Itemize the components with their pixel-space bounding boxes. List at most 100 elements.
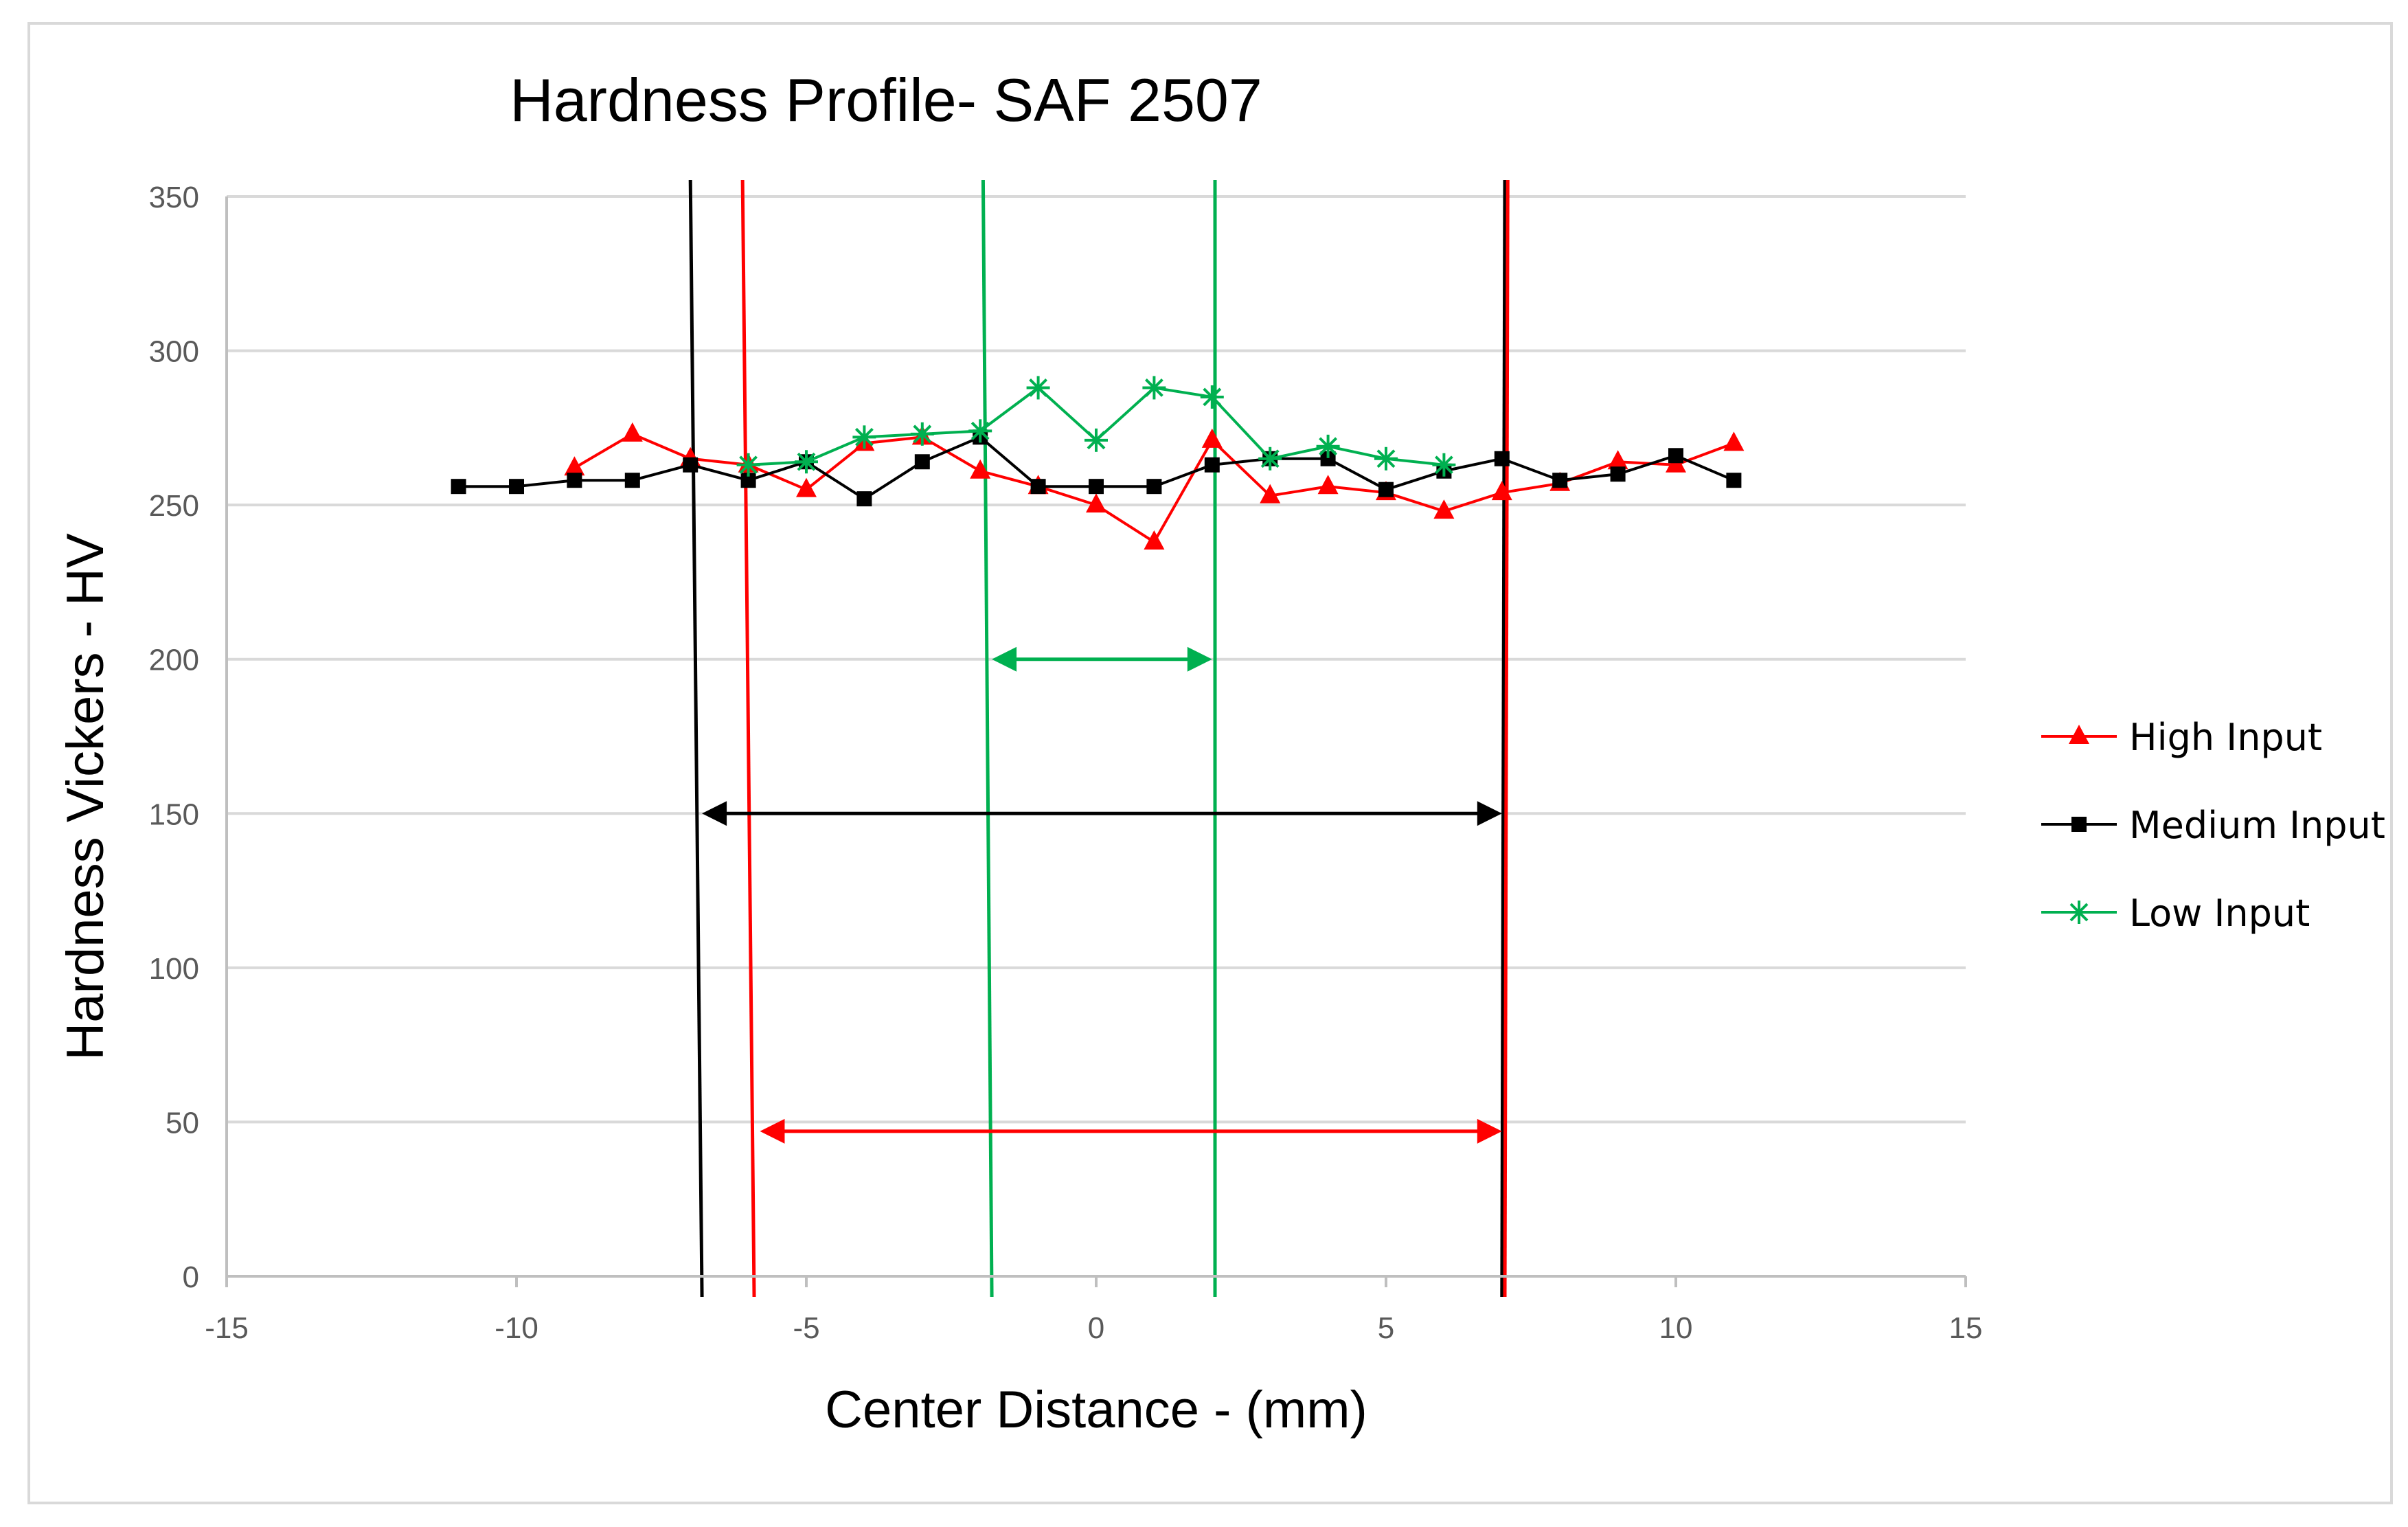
legend-item-low-input: Low Input [2041, 892, 2310, 935]
chart-title: Hardness Profile- SAF 2507 [510, 66, 1262, 134]
data-point-low-input [1142, 376, 1166, 400]
data-point-low-input [852, 425, 876, 449]
data-point-low-input [1258, 446, 1282, 471]
data-point-high-input [1607, 450, 1628, 470]
data-point-high-input [796, 477, 817, 497]
data-point-low-input [795, 450, 818, 474]
axes: 0 50 100 150 200 250 300 350 -15 -10 -5 0 5 10 15 [149, 181, 1983, 1345]
data-point-high-input [1086, 493, 1106, 513]
zone-lines [688, 179, 1510, 1298]
y-tick-label: 250 [149, 489, 199, 523]
asterisk-stroke [1434, 455, 1453, 475]
data-point-medium-input [509, 479, 524, 495]
y-tick-label: 50 [166, 1106, 199, 1140]
data-point-medium-input [1552, 473, 1568, 488]
data-point-medium-input [624, 473, 640, 488]
data-point-low-input [968, 419, 992, 443]
legend-label: Medium Input [2129, 804, 2385, 847]
data-point-medium-input [1726, 473, 1742, 488]
data-point-low-input [910, 422, 934, 446]
x-tick-label: -10 [495, 1311, 538, 1345]
data-point-high-input [1201, 428, 1223, 448]
zone-boundary-line [688, 179, 704, 1298]
x-tick-label: -15 [205, 1311, 249, 1345]
asterisk-stroke [739, 455, 758, 475]
data-point-high-input [1144, 530, 1165, 550]
data-point-medium-input [1668, 448, 1683, 464]
asterisk-stroke [1087, 431, 1106, 450]
legend-label: Low Input [2129, 892, 2310, 935]
legend-marker [2071, 817, 2087, 832]
data-point-medium-input [683, 457, 698, 473]
x-axis-title: Center Distance - (mm) [825, 1381, 1367, 1439]
legend-item-high-input: High Input [2041, 716, 2322, 759]
data-point-medium-input [567, 473, 582, 488]
data-point-low-input [1432, 453, 1456, 477]
asterisk-stroke [1144, 378, 1163, 397]
data-point-high-input [1491, 481, 1512, 501]
y-tick-label: 150 [149, 798, 199, 831]
data-point-medium-input [1494, 451, 1510, 466]
zone-boundary-line [1500, 179, 1507, 1298]
legend-marker [2067, 901, 2091, 924]
series-low-input [736, 376, 1456, 477]
data-point-low-input [1200, 385, 1224, 409]
legend-item-medium-input: Medium Input [2041, 804, 2385, 847]
data-point-medium-input [1378, 482, 1394, 497]
data-point-medium-input [1146, 479, 1162, 495]
asterisk-stroke [797, 452, 816, 471]
asterisk-stroke [913, 425, 932, 444]
asterisk-stroke [1203, 387, 1222, 407]
data-point-low-input [1084, 428, 1108, 452]
data-point-medium-input [451, 479, 466, 495]
data-point-medium-input [740, 473, 756, 488]
zone-boundary-line [1503, 179, 1510, 1298]
width-arrow-head-left [992, 646, 1017, 672]
x-tick-label: -5 [793, 1311, 819, 1345]
data-point-high-input [1723, 431, 1745, 451]
width-arrow-head-left [760, 1118, 785, 1144]
width-arrow-head-right [1187, 646, 1212, 672]
data-point-low-input [736, 453, 760, 477]
data-point-high-input [564, 456, 585, 476]
data-point-low-input [1316, 434, 1340, 458]
width-arrows [702, 646, 1502, 1144]
y-tick-label: 200 [149, 644, 199, 677]
legend: High Input Medium Input Low Input [2041, 716, 2385, 935]
data-point-high-input [1260, 484, 1281, 504]
y-tick-label: 300 [149, 335, 199, 369]
zone-boundary-line [981, 179, 994, 1298]
y-tick-label: 100 [149, 952, 199, 986]
data-point-medium-input [914, 454, 930, 470]
data-point-medium-input [1204, 457, 1220, 473]
data-point-medium-input [1030, 479, 1046, 495]
data-point-high-input [970, 459, 991, 479]
width-arrow-head-right [1477, 801, 1502, 826]
data-point-low-input [1026, 376, 1050, 400]
zone-boundary-line [740, 179, 756, 1298]
data-series [451, 376, 1745, 550]
y-tick-label: 0 [183, 1260, 199, 1294]
data-point-medium-input [1089, 479, 1104, 495]
width-arrow [992, 646, 1212, 672]
x-tick-label: 0 [1088, 1311, 1104, 1345]
y-tick-label: 350 [149, 181, 199, 214]
asterisk-stroke [2069, 903, 2089, 922]
asterisk-stroke [1260, 449, 1280, 468]
legend-marker [2069, 725, 2089, 744]
asterisk-stroke [854, 427, 874, 446]
data-point-medium-input [1320, 451, 1336, 466]
chart-border [27, 22, 2393, 1504]
data-point-low-input [1374, 446, 1398, 471]
y-axis-title: Hardness Vickers - HV [56, 533, 115, 1061]
width-arrow [702, 801, 1502, 826]
data-point-high-input [1433, 499, 1455, 519]
asterisk-stroke [1029, 378, 1048, 397]
width-arrow-head-right [1477, 1118, 1502, 1144]
data-point-medium-input [1610, 466, 1626, 482]
data-point-high-input [1317, 475, 1339, 495]
x-tick-label: 10 [1659, 1311, 1693, 1345]
data-point-high-input [622, 422, 643, 442]
